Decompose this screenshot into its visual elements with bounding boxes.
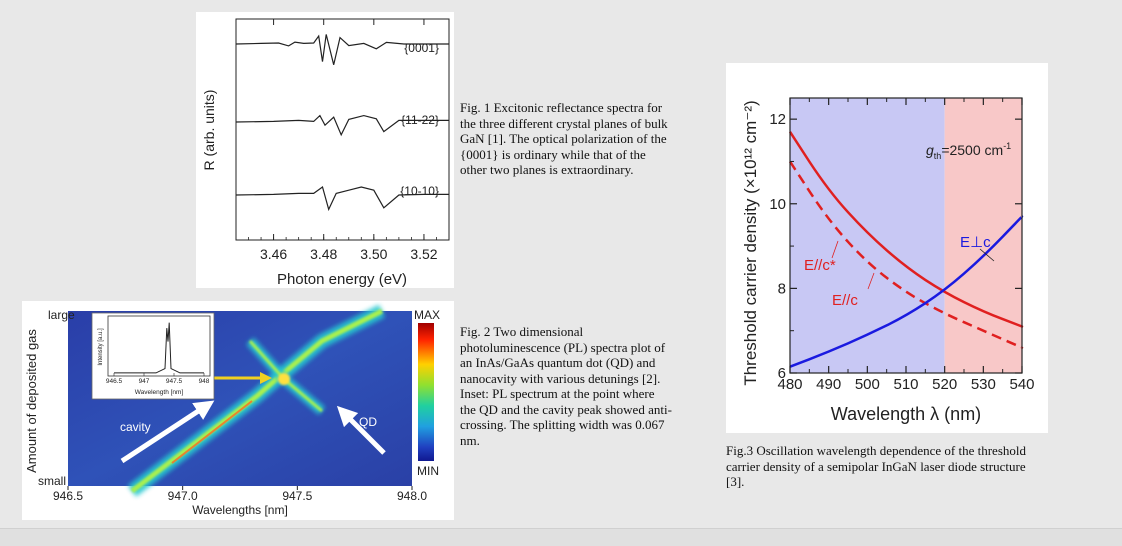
fig2-caption: Fig. 2 Two dimensional photoluminescence…	[460, 324, 672, 448]
fig2-xlabel: Wavelengths [nm]	[192, 503, 288, 517]
fig3-label-epar-star: E//c*	[804, 257, 836, 274]
fig1-spectrum-line	[235, 34, 449, 65]
fig1-series-label: {11-22}	[401, 113, 439, 127]
fig1-plot-frame	[235, 18, 450, 241]
fig1-chart: R (arb. units) Photon energy (eV) 3.46 3.…	[201, 18, 450, 288]
fig3-ylabel: Threshold carrier density (×10¹² cm⁻²)	[741, 100, 760, 385]
fig1-xtick-label: 3.52	[410, 246, 437, 262]
fig3-xtick-label: 540	[1009, 376, 1034, 393]
bottom-band	[0, 528, 1122, 546]
fig3-panel: 480 490 500 510 520 530 540 6 8 10 12 Threshold ca…	[726, 63, 1048, 433]
fig2-inset-xtick-label: 947	[139, 378, 150, 385]
fig2-y-top-label: large	[48, 308, 75, 322]
fig2-colorbar-max: MAX	[414, 308, 440, 322]
fig2-xtick-label: 947.0	[168, 489, 198, 503]
fig2-inset-xlabel: Wavelength [nm]	[135, 389, 184, 396]
fig2-inset-spectrum	[114, 322, 204, 374]
fig3-xtick-label: 490	[816, 376, 841, 393]
fig3-ytick-label: 12	[769, 111, 786, 128]
fig2-panel: cavity QD Intensity [a.u.] Wavelength [n…	[22, 301, 454, 520]
fig3-leader-eperp	[979, 248, 995, 262]
fig1-xlabel: Photon energy (eV)	[277, 271, 407, 288]
fig3-leader-epar-star	[831, 240, 839, 259]
fig3-xtick-label: 520	[932, 376, 957, 393]
fig2-inset-xtick-label: 947.5	[166, 378, 183, 385]
fig3-label-epar: E//c	[832, 292, 858, 309]
fig3-ytick-label: 6	[778, 365, 786, 382]
fig1-caption: Fig. 1 Excitonic reflectance spectra for…	[460, 100, 668, 177]
fig3-gth-annotation: gth=2500 cm-1	[926, 141, 1011, 161]
fig2-xtick-label: 947.5	[282, 489, 312, 503]
fig2-inset: Intensity [a.u.] Wavelength [nm] 946.5 94…	[91, 312, 215, 400]
fig2-colorbar	[418, 323, 434, 461]
fig2-inset-xtick-label: 946.5	[106, 378, 123, 385]
fig2-qd-arrow	[336, 405, 386, 455]
fig3-region	[944, 98, 1022, 373]
fig2-y-bottom-label: small	[38, 474, 66, 488]
fig1-series-label: {10-10}	[400, 184, 439, 198]
fig3-xtick-label: 510	[893, 376, 918, 393]
fig1-panel: R (arb. units) Photon energy (eV) 3.46 3.…	[196, 12, 454, 288]
fig2-cavity-line-core	[171, 400, 253, 464]
fig3-ytick-label: 8	[778, 280, 786, 297]
fig2-colorbar-min: MIN	[417, 464, 439, 478]
fig2-inset-xtick-label: 948	[199, 378, 210, 385]
fig2-inset-ylabel: Intensity [a.u.]	[98, 328, 104, 366]
fig1-ylabel: R (arb. units)	[201, 90, 217, 171]
fig1-xtick-label: 3.46	[260, 246, 287, 262]
fig2-cavity-arrow	[120, 400, 215, 464]
fig2-xtick-label: 948.0	[397, 489, 427, 503]
fig3-label-eperp: E⊥c	[960, 234, 991, 251]
fig3-chart: 480 490 500 510 520 530 540 6 8 10 12 Threshold ca…	[741, 97, 1035, 424]
fig2-cavity-label: cavity	[120, 420, 151, 434]
fig3-series-line	[788, 131, 1024, 328]
fig3-xtick-label: 500	[855, 376, 880, 393]
fig2-anticrossing-spot	[278, 373, 290, 385]
fig2-qd-label: QD	[359, 415, 377, 429]
fig3-series-line	[789, 215, 1024, 368]
fig2-xtick-label: 946.5	[53, 489, 83, 503]
fig1-xtick-label: 3.48	[310, 246, 337, 262]
fig3-leader-epar	[867, 272, 875, 290]
fig3-ytick-label: 10	[769, 196, 786, 213]
fig2-ylabel: Amount of deposited gas	[24, 329, 39, 473]
fig3-xlabel: Wavelength λ (nm)	[831, 404, 981, 424]
fig3-region	[790, 98, 945, 373]
fig1-spectrum-line	[235, 186, 449, 212]
fig1-xtick-label: 3.50	[360, 246, 387, 262]
fig3-series-line	[788, 160, 1024, 349]
fig1-series-label: {0001}	[404, 41, 439, 55]
fig3-caption: Fig.3 Oscillation wavelength dependence …	[726, 443, 1027, 489]
fig1-spectrum-line	[235, 114, 449, 137]
fig2-inset-frame	[107, 315, 211, 377]
fig3-xtick-label: 530	[971, 376, 996, 393]
fig3-xtick-label: 480	[777, 376, 802, 393]
fig2-chart: cavity QD Intensity [a.u.] Wavelength [n…	[24, 304, 440, 517]
